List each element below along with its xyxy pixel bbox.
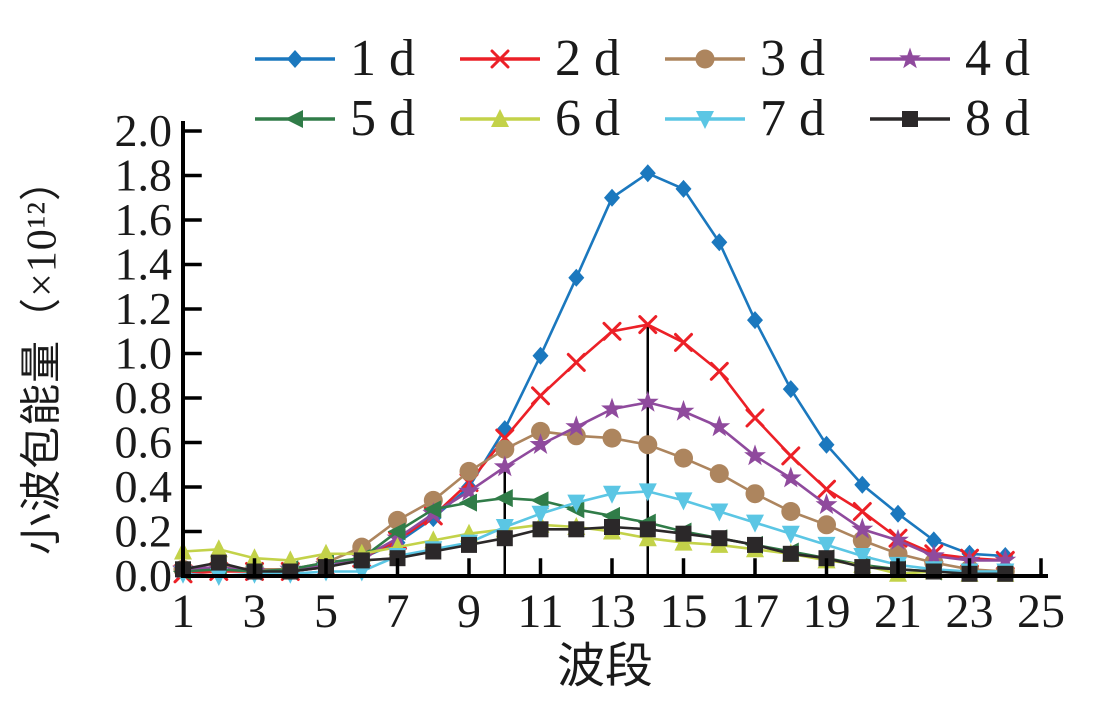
legend-label: 7 d: [760, 90, 825, 147]
y-tick-label: 0.4: [115, 461, 173, 512]
legend-marker-8d: [870, 111, 950, 127]
x-tick-label: 19: [803, 585, 851, 638]
y-tick-label: 1.6: [115, 194, 173, 245]
series-markers-2d: [173, 315, 1015, 584]
x-tick-label: 9: [457, 585, 481, 638]
legend-item-6d: 6 d: [458, 91, 620, 147]
legend-item-3d: 3 d: [663, 31, 825, 87]
legend-marker-5d: [255, 110, 335, 128]
legend-label: 8 d: [965, 90, 1030, 147]
legend-marker-6d: [460, 109, 540, 127]
legend-label: 4 d: [965, 30, 1030, 87]
y-tick-label: 2.0: [115, 105, 173, 156]
x-tick-label: 5: [314, 585, 338, 638]
y-tick-label: 1.2: [115, 283, 173, 334]
x-tick-label: 13: [588, 585, 636, 638]
legend-item-1d: 1 d: [253, 31, 415, 87]
legend-label: 5 d: [350, 90, 415, 147]
y-tick-label: 0.0: [115, 550, 173, 601]
y-tick-label: 1.4: [115, 239, 173, 290]
legend-marker-2d: [460, 49, 540, 69]
legend-label: 6 d: [555, 90, 620, 147]
legend-item-4d: 4 d: [868, 31, 1030, 87]
y-tick-label: 0.6: [115, 417, 173, 468]
axes: [181, 121, 1048, 578]
series-line-4d: [182, 401, 1006, 573]
legend-marker-3d: [665, 49, 745, 69]
x-tick-label: 7: [386, 585, 410, 638]
x-tick-label: 11: [517, 585, 563, 638]
series-markers-1d: [175, 164, 1014, 581]
legend-item-8d: 8 d: [868, 91, 1030, 147]
legend-item-2d: 2 d: [458, 31, 620, 87]
legend-marker-7d: [665, 111, 745, 129]
y-axis-title: 小波包能量（×10¹²）: [19, 158, 66, 555]
y-tick-label: 0.8: [115, 372, 173, 423]
y-tick-label: 0.2: [115, 506, 173, 557]
y-tick-label: 1.0: [115, 328, 173, 379]
legend-item-7d: 7 d: [663, 91, 825, 147]
legend-marker-4d: [870, 47, 950, 69]
x-axis-title: 波段: [556, 640, 653, 693]
legend-label: 1 d: [350, 30, 415, 87]
x-tick-label: 17: [731, 585, 779, 638]
x-tick-label: 25: [1017, 585, 1065, 638]
series-markers-3d: [173, 421, 1015, 581]
series-line-7d: [182, 490, 1006, 578]
x-tick-labels: 1 3 5 7 9 11 13 15 17 19 21 23 25: [171, 585, 1065, 638]
legend-marker-1d: [255, 50, 335, 68]
legend-label: 2 d: [555, 30, 620, 87]
legend-item-5d: 5 d: [253, 91, 415, 147]
y-tick-labels: 0.00.20.40.60.81.01.21.41.61.82.0: [115, 105, 173, 601]
x-tick-label: 15: [660, 585, 708, 638]
x-tick-label: 21: [874, 585, 922, 638]
x-tick-label: 3: [243, 585, 267, 638]
x-tick-label: 1: [171, 585, 195, 638]
y-tick-label: 1.8: [115, 150, 173, 201]
x-tick-label: 23: [946, 585, 994, 638]
legend-label: 3 d: [760, 30, 825, 87]
